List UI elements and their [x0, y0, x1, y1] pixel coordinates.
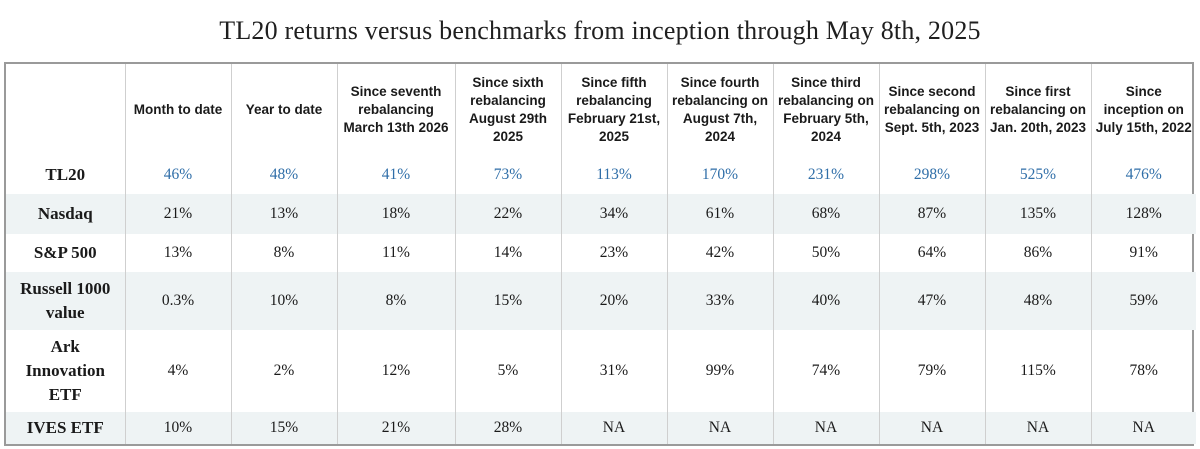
- table-cell: NA: [984, 412, 1091, 444]
- table-cell: 87%: [878, 194, 985, 234]
- column-header-first-rebalancing: Since first rebalancing on Jan. 20th, 20…: [984, 64, 1091, 156]
- table-cell: 231%: [772, 156, 879, 194]
- table-cell: 5%: [454, 330, 561, 412]
- table-cell: 476%: [1090, 156, 1196, 194]
- table-cell: 8%: [230, 234, 337, 272]
- table-cell: 115%: [984, 330, 1091, 412]
- table-cell: 61%: [666, 194, 773, 234]
- column-header-since-inception: Since inception on July 15th, 2022: [1090, 64, 1196, 156]
- table-cell: 10%: [124, 412, 231, 444]
- row-label: Nasdaq: [6, 194, 125, 234]
- table-cell: 8%: [336, 272, 455, 330]
- table-cell: 298%: [878, 156, 985, 194]
- table-cell: 41%: [336, 156, 455, 194]
- table-cell: 86%: [984, 234, 1091, 272]
- table-cell: 99%: [666, 330, 773, 412]
- table-cell: 21%: [124, 194, 231, 234]
- table-cell: 11%: [336, 234, 455, 272]
- table-cell: 12%: [336, 330, 455, 412]
- column-header-third-rebalancing: Since third rebalancing on February 5th,…: [772, 64, 879, 156]
- table-cell: 31%: [560, 330, 667, 412]
- table-cell: 2%: [230, 330, 337, 412]
- header-row: Month to date Year to date Since seventh…: [6, 64, 1196, 156]
- table-row: Ark Innovation ETF 4% 2% 12% 5% 31% 99% …: [6, 330, 1196, 412]
- column-header-fifth-rebalancing: Since fifth rebalancing February 21st, 2…: [560, 64, 667, 156]
- column-header-blank: [6, 64, 125, 156]
- table-cell: 42%: [666, 234, 773, 272]
- table-cell: 73%: [454, 156, 561, 194]
- table-row: TL20 46% 48% 41% 73% 113% 170% 231% 298%…: [6, 156, 1196, 194]
- table-cell: 525%: [984, 156, 1091, 194]
- table-cell: 23%: [560, 234, 667, 272]
- table-cell: 28%: [454, 412, 561, 444]
- column-header-sixth-rebalancing: Since sixth rebalancing August 29th 2025: [454, 64, 561, 156]
- table-cell: 64%: [878, 234, 985, 272]
- table-cell: NA: [666, 412, 773, 444]
- row-label: TL20: [45, 165, 86, 184]
- table-row: Nasdaq 21% 13% 18% 22% 34% 61% 68% 87% 1…: [6, 194, 1196, 234]
- returns-table-container: Month to date Year to date Since seventh…: [4, 62, 1196, 446]
- page-title: TL20 returns versus benchmarks from ince…: [219, 16, 981, 45]
- row-label: Ark Innovation ETF: [25, 337, 105, 404]
- table-cell: 0.3%: [124, 272, 231, 330]
- table-cell: 128%: [1090, 194, 1196, 234]
- row-label: Russell 1000 value: [6, 272, 125, 330]
- table-cell: 4%: [124, 330, 231, 412]
- table-cell: NA: [878, 412, 985, 444]
- table-cell: 22%: [454, 194, 561, 234]
- column-header-seventh-rebalancing: Since seventh rebalancing March 13th 202…: [336, 64, 455, 156]
- table-cell: 113%: [560, 156, 667, 194]
- table-cell: 68%: [772, 194, 879, 234]
- column-header-year-to-date: Year to date: [230, 64, 337, 156]
- table-cell: 91%: [1090, 234, 1196, 272]
- table-cell: 21%: [336, 412, 455, 444]
- table-cell: 135%: [984, 194, 1091, 234]
- row-label: IVES ETF: [6, 412, 125, 444]
- table-cell: 46%: [124, 156, 231, 194]
- table-cell: 10%: [230, 272, 337, 330]
- table-cell: 50%: [772, 234, 879, 272]
- table-cell: 48%: [230, 156, 337, 194]
- column-header-fourth-rebalancing: Since fourth rebalancing on August 7th, …: [666, 64, 773, 156]
- table-cell: 59%: [1090, 272, 1196, 330]
- table-cell: NA: [560, 412, 667, 444]
- table-cell: 47%: [878, 272, 985, 330]
- table-cell: 78%: [1090, 330, 1196, 412]
- table-row: IVES ETF 10% 15% 21% 28% NA NA NA NA NA …: [6, 412, 1196, 444]
- column-header-month-to-date: Month to date: [124, 64, 231, 156]
- table-cell: 18%: [336, 194, 455, 234]
- returns-table: Month to date Year to date Since seventh…: [6, 64, 1196, 444]
- table-cell: 79%: [878, 330, 985, 412]
- table-cell: 13%: [124, 234, 231, 272]
- table-cell: 40%: [772, 272, 879, 330]
- table-cell: 34%: [560, 194, 667, 234]
- table-cell: 33%: [666, 272, 773, 330]
- table-cell: 13%: [230, 194, 337, 234]
- table-cell: 20%: [560, 272, 667, 330]
- table-row: S&P 500 13% 8% 11% 14% 23% 42% 50% 64% 8…: [6, 234, 1196, 272]
- table-cell: 74%: [772, 330, 879, 412]
- table-cell: 15%: [454, 272, 561, 330]
- table-cell: 15%: [230, 412, 337, 444]
- table-cell: 48%: [984, 272, 1091, 330]
- table-cell: 170%: [666, 156, 773, 194]
- table-cell: NA: [772, 412, 879, 444]
- table-cell: 14%: [454, 234, 561, 272]
- table-cell: NA: [1090, 412, 1196, 444]
- table-row: Russell 1000 value 0.3% 10% 8% 15% 20% 3…: [6, 272, 1196, 330]
- row-label: S&P 500: [33, 243, 97, 262]
- column-header-second-rebalancing: Since second rebalancing on Sept. 5th, 2…: [878, 64, 985, 156]
